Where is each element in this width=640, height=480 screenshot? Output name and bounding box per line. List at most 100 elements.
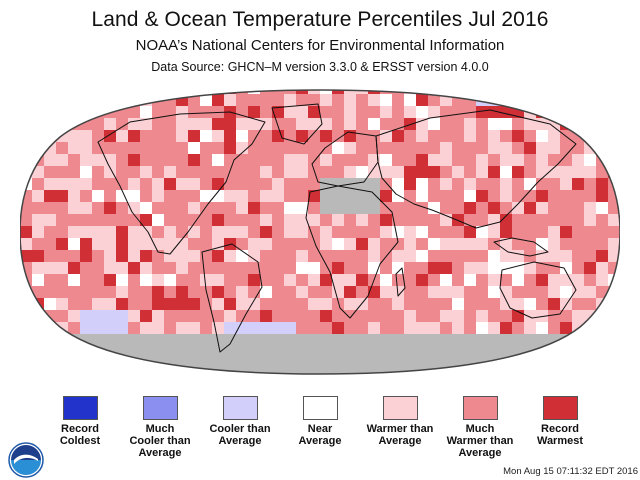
grid-cell xyxy=(152,262,164,274)
grid-cell xyxy=(152,190,164,202)
grid-cell xyxy=(176,274,188,286)
grid-cell xyxy=(140,310,152,322)
grid-cell xyxy=(32,262,44,274)
grid-cell xyxy=(392,166,404,178)
grid-cell xyxy=(140,90,152,94)
grid-cell xyxy=(608,346,620,358)
grid-cell xyxy=(608,142,620,154)
grid-cell xyxy=(356,90,368,94)
grid-cell xyxy=(584,370,596,374)
grid-cell xyxy=(356,190,368,202)
grid-cell xyxy=(320,274,332,286)
grid-cell xyxy=(20,214,32,226)
grid-cell xyxy=(68,190,80,202)
legend-swatch xyxy=(222,396,258,420)
grid-cell xyxy=(584,322,596,334)
grid-cell xyxy=(380,322,392,334)
grid-cell xyxy=(248,226,260,238)
grid-cell xyxy=(272,286,284,298)
grid-cell xyxy=(488,262,500,274)
grid-cell xyxy=(536,130,548,142)
grid-cell xyxy=(308,94,320,106)
grid-cell xyxy=(20,310,32,322)
grid-cell xyxy=(428,190,440,202)
grid-cell xyxy=(92,130,104,142)
grid-cell xyxy=(104,274,116,286)
grid-cell xyxy=(164,142,176,154)
grid-cell xyxy=(284,322,296,334)
grid-cell xyxy=(380,142,392,154)
grid-cell xyxy=(272,226,284,238)
grid-cell xyxy=(284,190,296,202)
grid-cell xyxy=(104,298,116,310)
grid-cell xyxy=(164,214,176,226)
grid-cell xyxy=(200,274,212,286)
grid-cell xyxy=(368,190,380,202)
grid-cell xyxy=(560,202,572,214)
grid-cell xyxy=(500,214,512,226)
grid-cell xyxy=(416,118,428,130)
grid-cell xyxy=(104,226,116,238)
grid-cell xyxy=(56,310,68,322)
grid-cell xyxy=(536,262,548,274)
grid-cell xyxy=(464,214,476,226)
grid-cell xyxy=(308,130,320,142)
grid-cell xyxy=(32,286,44,298)
grid-cell xyxy=(572,166,584,178)
grid-cell xyxy=(248,142,260,154)
grid-cell xyxy=(512,298,524,310)
grid-cell xyxy=(188,274,200,286)
legend-swatch xyxy=(382,396,418,420)
grid-cell xyxy=(392,130,404,142)
timestamp: Mon Aug 15 07:11:32 EDT 2016 xyxy=(503,466,638,477)
grid-cell xyxy=(212,370,224,374)
grid-cell xyxy=(476,310,488,322)
grid-cell xyxy=(488,178,500,190)
grid-cell xyxy=(248,262,260,274)
grid-cell xyxy=(212,310,224,322)
grid-cell xyxy=(440,262,452,274)
grid-cell xyxy=(572,346,584,358)
grid-cell xyxy=(440,286,452,298)
grid-cell xyxy=(608,214,620,226)
grid-cell xyxy=(452,154,464,166)
world-map xyxy=(20,89,620,375)
grid-cell xyxy=(152,322,164,334)
grid-cell xyxy=(32,94,44,106)
grid-cell xyxy=(416,142,428,154)
grid-cell xyxy=(128,142,140,154)
grid-cell xyxy=(512,262,524,274)
grid-cell xyxy=(224,178,236,190)
grid-cell xyxy=(512,226,524,238)
grid-cell xyxy=(128,130,140,142)
grid-cell xyxy=(440,166,452,178)
grid-cell xyxy=(488,370,500,374)
grid-cell xyxy=(104,142,116,154)
grid-cell xyxy=(572,202,584,214)
grid-cell xyxy=(152,166,164,178)
grid-cell xyxy=(476,274,488,286)
grid-cell xyxy=(476,90,488,94)
grid-cell xyxy=(248,298,260,310)
grid-cell xyxy=(260,130,272,142)
legend-item-cooler: Cooler than Average xyxy=(200,396,280,447)
grid-cell xyxy=(128,118,140,130)
grid-cell xyxy=(116,238,128,250)
grid-cell xyxy=(116,94,128,106)
grid-cell xyxy=(524,214,536,226)
grid-cell xyxy=(416,250,428,262)
grid-cell xyxy=(452,202,464,214)
grid-cell xyxy=(308,154,320,166)
grid-cell xyxy=(68,94,80,106)
grid-cell xyxy=(212,262,224,274)
grid-cell xyxy=(572,262,584,274)
grid-cell xyxy=(416,226,428,238)
grid-cell xyxy=(344,274,356,286)
grid-cell xyxy=(440,202,452,214)
grid-cell xyxy=(596,250,608,262)
grid-cell xyxy=(416,90,428,94)
grid-cell xyxy=(572,214,584,226)
grid-cell xyxy=(224,262,236,274)
grid-cell xyxy=(248,310,260,322)
grid-cell xyxy=(464,226,476,238)
